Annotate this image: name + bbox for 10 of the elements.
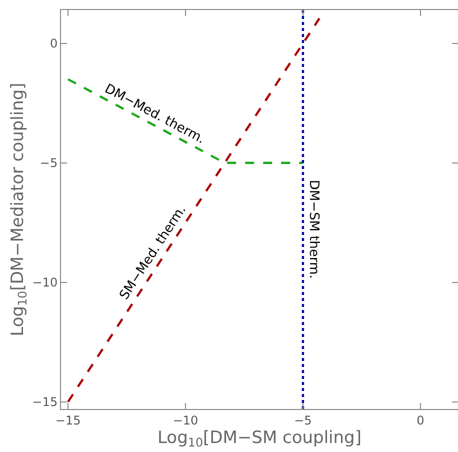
x-axis-title: Log$_{10}$[DM−SM coupling]	[158, 428, 362, 450]
x-tick-label: −5	[294, 413, 312, 428]
x-tick-label: −10	[172, 413, 198, 428]
y-tick-label: 0	[50, 36, 58, 51]
y-tick-label: −10	[32, 276, 58, 290]
y-tick-label: −15	[32, 395, 58, 410]
x-tick-label: −15	[55, 413, 81, 428]
y-tick-label: −5	[40, 156, 58, 170]
annotation: DM−SM therm.	[306, 180, 321, 279]
x-tick-label: 0	[416, 413, 424, 428]
